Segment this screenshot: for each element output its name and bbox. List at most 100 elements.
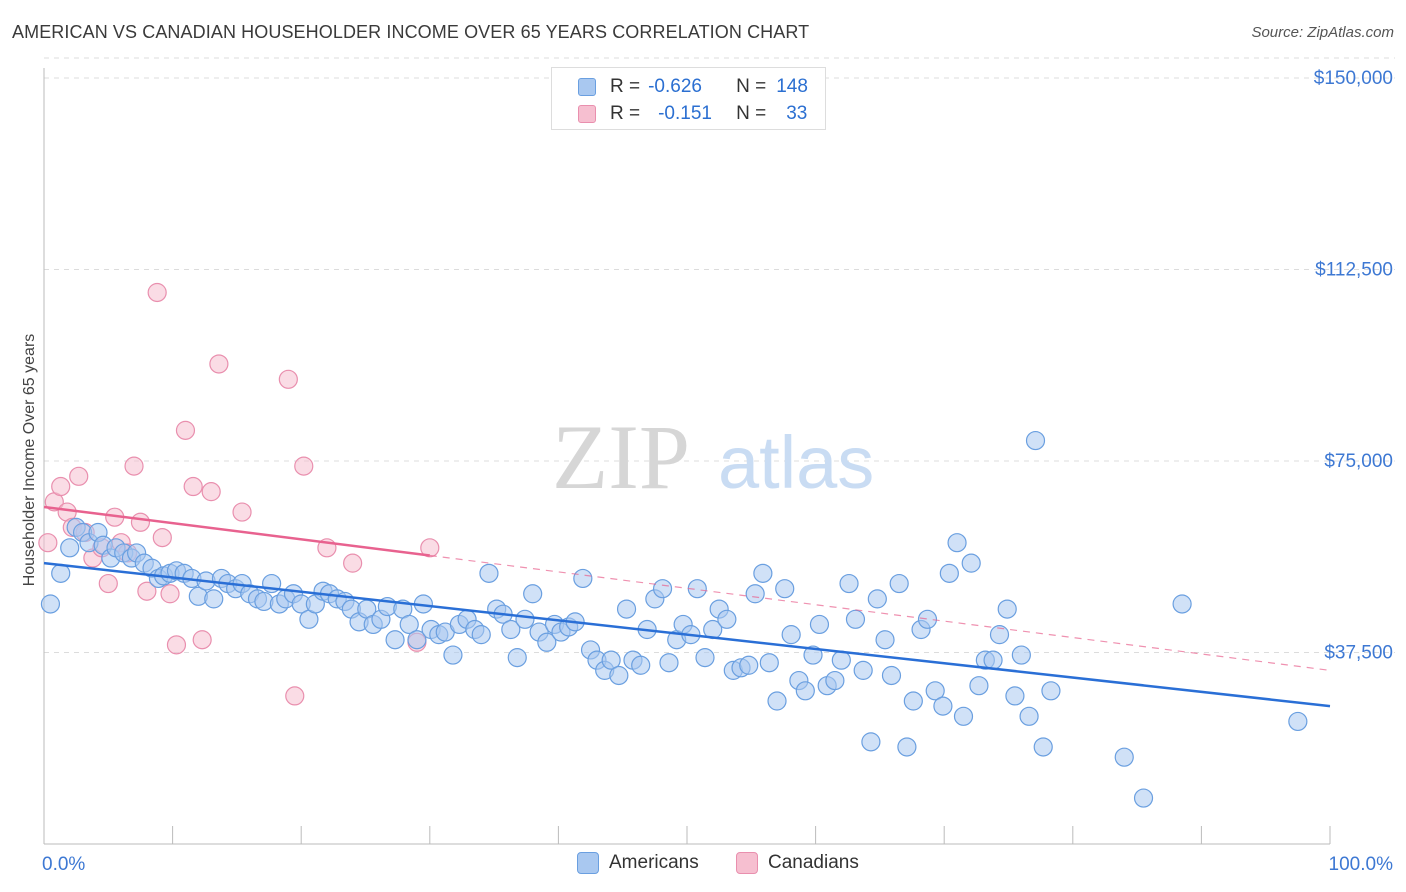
watermark: ZIP atlas <box>552 406 874 508</box>
canadians-point <box>124 456 144 476</box>
legend-n-label: N = <box>736 103 767 124</box>
americans-point <box>399 614 419 635</box>
canadians-point <box>201 482 221 502</box>
canadians-trend-extension <box>429 554 1331 671</box>
watermark-atlas: atlas <box>718 421 874 504</box>
americans-point <box>775 579 795 599</box>
legend-item-americans[interactable]: Americans <box>577 852 699 874</box>
canadians-point <box>294 456 314 476</box>
watermark-zip: ZIP <box>552 406 690 508</box>
americans-point <box>845 609 866 629</box>
x-tick-label: 0.0% <box>42 854 85 875</box>
legend-r-value: -0.151 <box>658 103 712 124</box>
americans-point <box>825 670 845 691</box>
axes <box>43 68 1331 845</box>
americans-point <box>501 619 521 640</box>
americans-point <box>739 655 759 675</box>
americans-point <box>953 706 974 726</box>
americans-legend-label: Americans <box>609 852 699 873</box>
americans-point <box>479 563 499 583</box>
americans-point <box>753 563 773 583</box>
canadians-points <box>38 282 440 706</box>
americans-points <box>40 430 1308 808</box>
americans-point <box>989 625 1010 645</box>
americans-point <box>204 589 224 609</box>
americans-point <box>961 553 981 573</box>
americans-point <box>573 568 593 589</box>
americans-point <box>1114 747 1134 767</box>
americans-point <box>695 648 715 668</box>
canadians-point <box>278 369 298 389</box>
americans-point <box>983 650 1003 670</box>
americans-point <box>385 630 405 650</box>
americans-point <box>897 737 917 757</box>
americans-point <box>767 691 787 711</box>
y-tick-label: $75,000 <box>1324 451 1393 472</box>
legend-row-americans: R = -0.626 N = 148 <box>578 76 808 98</box>
canadians-point <box>51 476 71 497</box>
tick-labels: $37,500 $75,000 $112,500 $150,000 0.0% 100.0% <box>42 68 1393 875</box>
americans-point <box>997 599 1017 619</box>
x-tick-label: 100.0% <box>1329 854 1394 875</box>
americans-point <box>1133 788 1154 808</box>
americans-point <box>875 630 895 650</box>
legend-item-canadians[interactable]: Canadians <box>736 852 859 874</box>
americans-point <box>839 573 859 594</box>
canadians-point <box>98 573 118 594</box>
canadians-point <box>69 466 89 486</box>
y-tick-label: $150,000 <box>1314 68 1393 89</box>
grid-lines <box>44 57 1395 653</box>
canadians-point <box>166 635 187 655</box>
americans-point <box>407 630 427 650</box>
canadians-point <box>175 420 196 440</box>
legend-n-value: 33 <box>786 103 808 124</box>
legend-r-label: R = <box>610 103 641 124</box>
canadians-point <box>183 476 203 497</box>
americans-point <box>795 681 815 701</box>
y-tick-label: $112,500 <box>1315 260 1393 281</box>
canadians-point <box>38 533 58 553</box>
americans-point <box>903 691 923 711</box>
americans-point <box>471 625 491 645</box>
americans-point <box>652 579 673 599</box>
americans-point <box>60 538 80 558</box>
canadians-legend-swatch <box>736 852 758 874</box>
americans-point <box>601 650 621 670</box>
chart-title: AMERICAN VS CANADIAN HOUSEHOLDER INCOME … <box>12 22 810 42</box>
legend-r-value: -0.626 <box>648 76 702 97</box>
americans-point <box>939 563 959 583</box>
americans-point <box>781 625 801 645</box>
y-tick-label: $37,500 <box>1324 643 1393 664</box>
americans-legend-swatch <box>577 852 599 874</box>
americans-point <box>861 732 881 752</box>
canadians-point <box>160 584 180 604</box>
americans-point <box>969 676 989 696</box>
americans-point <box>1288 711 1308 732</box>
americans-point <box>889 573 909 594</box>
americans-point <box>947 533 967 553</box>
americans-point <box>51 563 71 583</box>
americans-point <box>609 665 629 686</box>
americans-point <box>1019 706 1039 726</box>
americans-point <box>759 653 779 673</box>
americans-point <box>1025 430 1046 451</box>
americans-point <box>523 584 543 604</box>
americans-point <box>1172 594 1192 614</box>
canadians-trend-line <box>43 505 430 557</box>
canadians-point <box>192 630 212 650</box>
americans-point <box>717 609 737 629</box>
americans-point <box>867 589 887 609</box>
americans-point <box>933 696 953 716</box>
americans-point <box>803 645 823 665</box>
americans-point <box>745 584 765 604</box>
americans-point <box>631 655 651 675</box>
americans-point <box>853 660 873 680</box>
canadians-point <box>147 282 167 303</box>
americans-point <box>659 653 679 673</box>
legend-n-value: 148 <box>776 76 808 97</box>
americans-point <box>40 594 61 614</box>
americans-point <box>1005 686 1025 706</box>
americans-point <box>443 645 463 665</box>
americans-point <box>1033 737 1053 757</box>
